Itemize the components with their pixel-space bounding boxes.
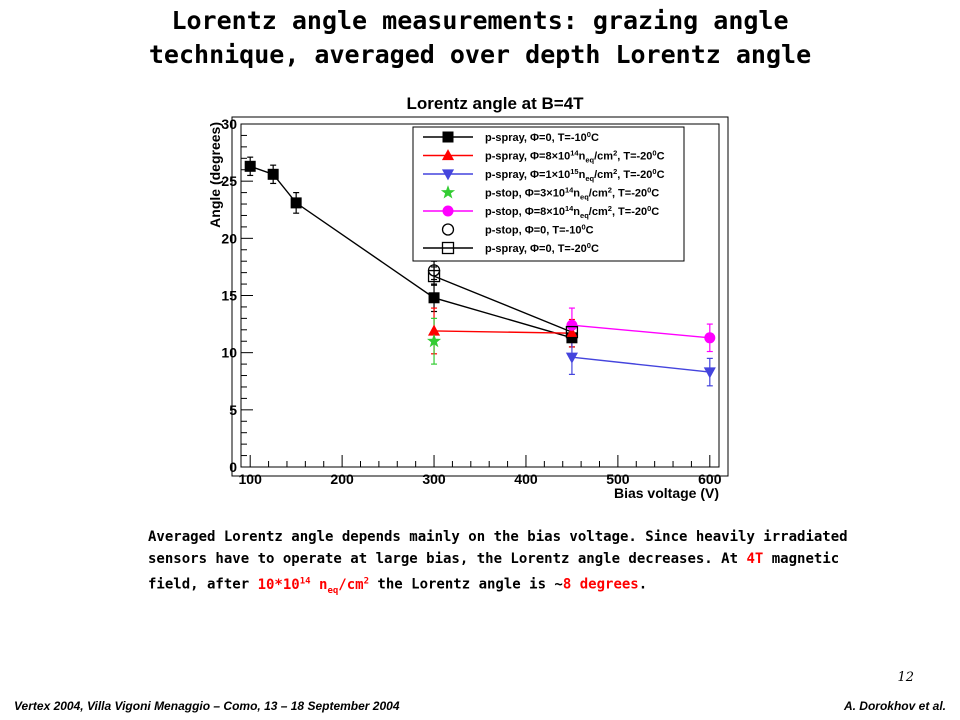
slide-title-line-2: technique, averaged over depth Lorentz a… xyxy=(148,40,812,69)
x-tick-label: 500 xyxy=(606,471,630,487)
series-line-7 xyxy=(433,275,573,333)
data-point-series-1 xyxy=(244,160,256,172)
legend-marker-7 xyxy=(441,241,455,255)
footer-authors: A. Dorokhov et al. xyxy=(843,699,946,713)
data-point-series-5 xyxy=(704,332,716,344)
series-line-3 xyxy=(571,356,710,373)
data-point-series-2 xyxy=(565,326,578,338)
data-point-series-1 xyxy=(267,168,279,180)
fluence-unit-exponent: 2 xyxy=(363,576,369,586)
body-text-part-3: the Lorentz angle is ~ xyxy=(369,576,563,593)
slide-title: Lorentz angle measurements: grazing angl… xyxy=(60,4,900,72)
legend-label-4: p-stop, Φ=3×1014neq/cm2, T=-200C xyxy=(485,186,659,202)
y-tick-label: 25 xyxy=(221,173,237,189)
angle-highlight: 8 degrees xyxy=(562,576,639,593)
y-tick-label: 20 xyxy=(221,230,237,246)
field-strength-highlight: 4T xyxy=(746,551,764,567)
data-point-series-7 xyxy=(565,325,579,339)
data-point-series-3 xyxy=(565,352,578,364)
legend-label-7: p-spray, Φ=0, T=-200C xyxy=(485,241,599,255)
series-line-5 xyxy=(571,324,710,339)
data-point-series-2 xyxy=(427,324,441,336)
data-point-series-4 xyxy=(427,333,442,348)
page-number: 12 xyxy=(897,670,914,685)
footer-conference: Vertex 2004, Villa Vigoni Menaggio – Com… xyxy=(14,699,400,713)
fluence-unit: /cm xyxy=(338,576,364,593)
legend-label-5: p-stop, Φ=8×1014neq/cm2, T=-200C xyxy=(485,204,659,220)
legend-box xyxy=(412,126,685,262)
legend-marker-3 xyxy=(441,169,455,181)
fluence-exponent: 14 xyxy=(299,576,311,586)
body-text-part-4: . xyxy=(638,576,648,593)
fluence-highlight: 10*1014 neq/cm2 xyxy=(257,576,369,596)
y-axis-label: Angle (degrees) xyxy=(207,122,223,228)
slide-title-line-1: Lorentz angle measurements: grazing angl… xyxy=(171,6,789,35)
series-line-2 xyxy=(433,330,572,334)
y-tick-label: 30 xyxy=(221,116,237,132)
legend-label-6: p-stop, Φ=0, T=-100C xyxy=(485,223,594,237)
data-point-series-7 xyxy=(427,269,441,283)
x-tick-label: 100 xyxy=(239,471,263,487)
x-tick-label: 200 xyxy=(330,471,354,487)
legend-label-3: p-spray, Φ=1×1015neq/cm2, T=-200C xyxy=(485,167,665,183)
legend-marker-4 xyxy=(440,185,456,199)
legend-label-2: p-spray, Φ=8×1014neq/cm2, T=-200C xyxy=(485,149,665,165)
x-axis-label: Bias voltage (V) xyxy=(614,485,719,501)
fluence-n: n xyxy=(310,576,328,593)
chart-title: Lorentz angle at B=4T xyxy=(406,94,584,113)
y-tick-label: 10 xyxy=(221,345,237,361)
data-point-series-3 xyxy=(703,367,716,379)
legend-marker-6 xyxy=(441,223,455,236)
data-point-series-5 xyxy=(566,319,578,331)
data-point-series-1 xyxy=(428,292,440,304)
legend-label-1: p-spray, Φ=0, T=-100C xyxy=(485,130,599,144)
body-text: Averaged Lorentz angle depends mainly on… xyxy=(148,526,878,601)
x-tick-label: 600 xyxy=(698,471,722,487)
chart: Lorentz angle at B=4T 0 5 10 15 20 25 30 100 200… xyxy=(207,94,729,501)
body-text-part-2: magnetic field, after xyxy=(148,551,840,593)
y-tick-label: 15 xyxy=(221,288,237,304)
data-point-series-1 xyxy=(290,197,302,209)
y-tick-label: 0 xyxy=(229,459,237,475)
body-text-part-1: Averaged Lorentz angle depends mainly on… xyxy=(148,529,848,567)
legend-marker-2 xyxy=(441,149,455,161)
x-tick-label: 400 xyxy=(514,471,538,487)
y-tick-label: 5 xyxy=(229,402,237,418)
legend-marker-1 xyxy=(442,131,454,143)
x-tick-label: 300 xyxy=(422,471,446,487)
legend-marker-5 xyxy=(442,205,454,217)
fluence-base: 10*10 xyxy=(257,576,300,593)
fluence-subscript: eq xyxy=(327,585,339,596)
